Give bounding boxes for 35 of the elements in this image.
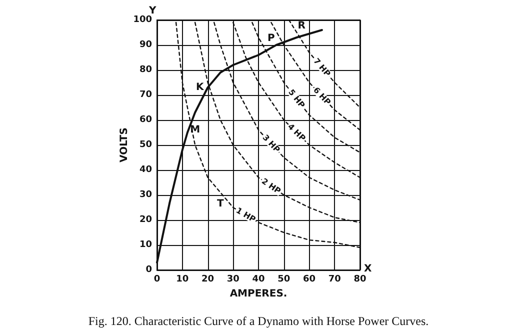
text: X — [364, 264, 372, 274]
x-tick-label: 60 — [302, 274, 316, 284]
y-axis-title: VOLTS — [118, 128, 130, 162]
text: 7 HP — [312, 56, 332, 78]
x-tick-label: 0 — [154, 274, 160, 284]
x-axis-title: AMPERES. — [230, 288, 288, 300]
x-tick-label: 10 — [176, 274, 189, 284]
y-tick-label: 80 — [139, 65, 152, 75]
x-tick-label: 20 — [201, 274, 214, 284]
y-tick-label: 90 — [139, 40, 152, 50]
x-tick-label: 40 — [252, 274, 265, 284]
y-tick-label: 30 — [139, 190, 152, 200]
y-tick-label: 0 — [146, 265, 152, 275]
text: 1 HP — [234, 206, 258, 224]
y-tick-label: 60 — [139, 115, 152, 125]
text: 3 HP — [260, 133, 282, 155]
y-tick-label: 20 — [139, 215, 152, 225]
y-tick-label: 50 — [139, 140, 152, 150]
y-tick-label: 10 — [139, 240, 152, 250]
text: Fig. 120. Characteristic Curve of a Dynamo with Horse Power Curves. — [88, 314, 429, 328]
y-tick-label: 70 — [139, 90, 152, 100]
annotation: R — [298, 20, 306, 32]
x-tick-label: 50 — [278, 274, 290, 284]
x-tick-label: 30 — [226, 274, 240, 284]
annotation: K — [196, 82, 205, 93]
x-tick-label: 80 — [354, 274, 366, 284]
text: 4 HP — [286, 122, 308, 144]
text: Y — [148, 6, 157, 16]
text: 2 HP — [260, 176, 282, 196]
y-tick-label: 40 — [139, 165, 152, 175]
text: 6 HP — [312, 86, 332, 108]
annotation: P — [268, 33, 275, 44]
annotation: T — [217, 198, 224, 210]
y-tick-label: 100 — [133, 15, 152, 25]
x-tick-label: 70 — [328, 274, 341, 284]
